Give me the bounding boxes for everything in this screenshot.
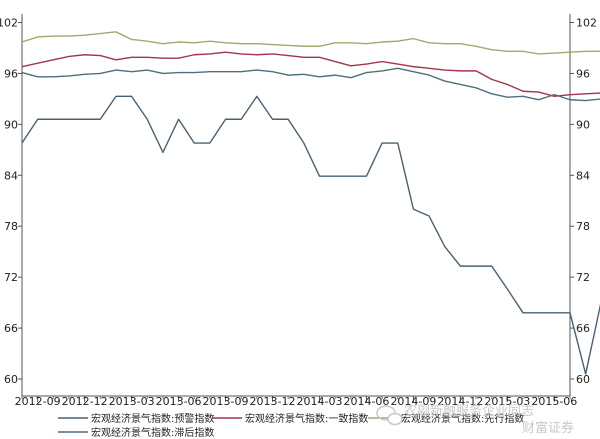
x-tick-label: 2012-09 (15, 395, 61, 408)
legend-label-series-3: 宏观经济景气指数:滞后指数 (91, 426, 214, 439)
x-tick-label: 2015-06 (531, 395, 577, 408)
chart-series-lines (21, 31, 600, 375)
x-tick-label: 2014-12 (437, 395, 483, 408)
y-tick-label-left: 66 (4, 322, 18, 335)
series-line-3 (21, 67, 600, 102)
x-tick-label: 2013-09 (203, 395, 249, 408)
y-tick-label-right: 72 (576, 271, 590, 284)
y-tick-label-left: 90 (4, 118, 18, 131)
series-line-2 (21, 31, 600, 55)
x-tick-label: 2013-06 (156, 395, 202, 408)
x-tick-label: 2014-03 (297, 395, 343, 408)
y-tick-label-right: 84 (576, 169, 590, 182)
x-tick-label: 2012-12 (62, 395, 108, 408)
watermark-text-primary: 农副新融服务企业同志 (404, 403, 534, 419)
x-axis-ticks: 2012-09 2012-12 2013-03 2013-06 2013-09 2013-… (15, 395, 578, 408)
y-tick-label-right: 66 (576, 322, 590, 335)
wechat-icon (376, 405, 403, 426)
y-tick-label-left: 96 (4, 67, 18, 80)
x-tick-label: 2013-12 (250, 395, 296, 408)
watermark-text-secondary: 财富证券 (522, 420, 574, 436)
x-tick-label: 2013-03 (109, 395, 155, 408)
legend-label-series-2: 宏观经济景气指数:先行指数 (401, 412, 524, 425)
x-tick-label: 2014-06 (343, 395, 389, 408)
y-tick-label-right: 90 (576, 118, 590, 131)
y-tick-label-right: 102 (576, 16, 597, 29)
y-tick-label-left: 84 (4, 169, 18, 182)
y-axis-ticks: 60 60 66 66 72 72 78 78 84 84 90 90 96 96 102 102 (0, 16, 597, 386)
y-tick-label-left: 60 (4, 373, 18, 386)
watermark: 农副新融服务企业同志 财富证券 (376, 403, 574, 436)
y-tick-label-right: 78 (576, 220, 590, 233)
legend-label-series-1: 宏观经济景气指数:一致指数 (245, 412, 368, 425)
y-tick-label-left: 102 (0, 16, 18, 29)
series-line-0 (21, 95, 600, 375)
y-tick-label-right: 96 (576, 67, 590, 80)
legend-label-series-0: 宏观经济景气指数:预警指数 (91, 412, 214, 425)
x-tick-label: 2014-09 (390, 395, 436, 408)
series-line-1 (21, 51, 600, 98)
y-tick-label-right: 60 (576, 373, 590, 386)
y-tick-label-left: 78 (4, 220, 18, 233)
x-tick-label: 2015-03 (484, 395, 530, 408)
y-tick-label-left: 72 (4, 271, 18, 284)
chart-axes (21, 14, 571, 397)
chart-legend: 宏观经济景气指数:预警指数 宏观经济景气指数:一致指数 宏观经济景气指数:先行指… (58, 412, 524, 439)
